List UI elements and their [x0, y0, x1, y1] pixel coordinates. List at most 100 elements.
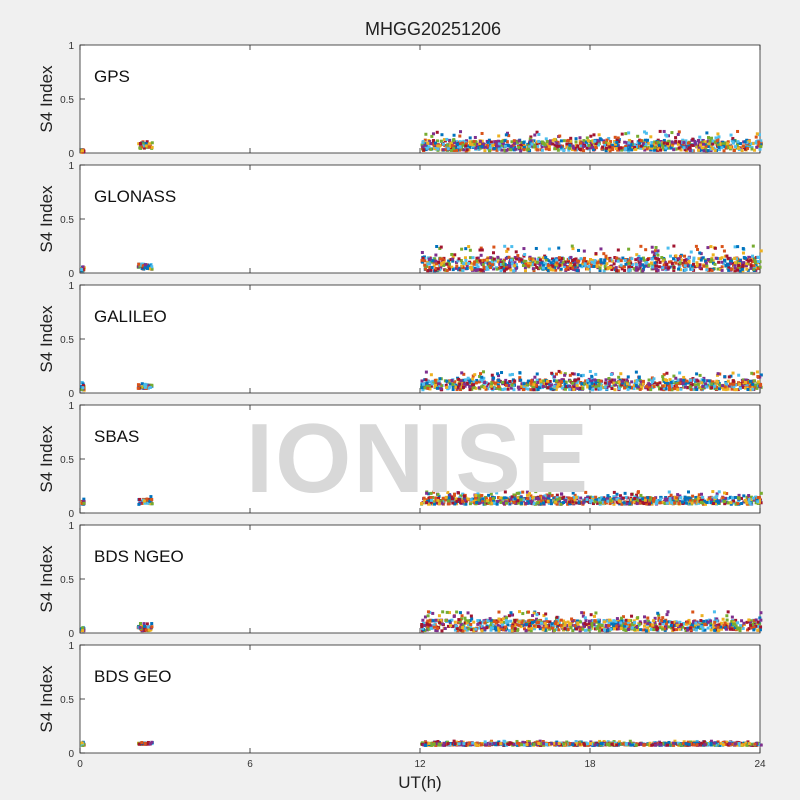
- data-point: [528, 492, 532, 496]
- data-point: [563, 373, 567, 377]
- data-point: [731, 140, 735, 144]
- data-point: [450, 379, 454, 383]
- data-point: [535, 613, 539, 617]
- data-point: [658, 622, 662, 626]
- data-point: [724, 145, 728, 149]
- data-point: [742, 382, 746, 386]
- data-point: [728, 627, 732, 631]
- data-point: [715, 492, 719, 496]
- data-point: [736, 245, 740, 249]
- data-point: [645, 385, 649, 389]
- data-point: [461, 143, 465, 147]
- data-point: [438, 257, 442, 261]
- data-point: [423, 259, 427, 263]
- data-point: [636, 628, 640, 632]
- data-point: [692, 378, 696, 382]
- data-point: [722, 249, 726, 253]
- data-point: [566, 267, 570, 271]
- data-point: [624, 495, 628, 499]
- data-point: [495, 499, 499, 503]
- data-point: [148, 264, 152, 268]
- data-point: [663, 502, 667, 506]
- data-point: [652, 497, 656, 501]
- data-point: [707, 379, 711, 383]
- data-point: [704, 382, 708, 386]
- data-point: [662, 263, 666, 267]
- data-point: [454, 497, 458, 501]
- data-point: [547, 247, 551, 251]
- data-point: [580, 374, 584, 378]
- data-point: [719, 499, 723, 503]
- data-point: [711, 380, 715, 384]
- data-point: [649, 627, 653, 631]
- data-point: [688, 378, 692, 382]
- data-point: [436, 267, 440, 271]
- data-point: [747, 494, 751, 498]
- data-point: [514, 266, 518, 270]
- data-point: [581, 258, 585, 262]
- data-point: [580, 262, 584, 266]
- data-point: [637, 254, 641, 258]
- data-point: [686, 490, 690, 494]
- data-point: [445, 262, 449, 266]
- data-point: [543, 628, 547, 632]
- data-point: [599, 263, 603, 267]
- data-point: [669, 381, 673, 385]
- data-point: [612, 262, 616, 266]
- data-point: [450, 252, 454, 256]
- data-point: [575, 384, 579, 388]
- data-point: [685, 496, 689, 500]
- data-point: [701, 142, 705, 146]
- data-point: [451, 387, 455, 391]
- data-point: [563, 627, 567, 631]
- data-point: [687, 259, 691, 263]
- data-point: [685, 381, 689, 385]
- data-point: [698, 265, 702, 269]
- data-point: [702, 264, 706, 268]
- data-point: [655, 260, 659, 264]
- data-point: [420, 383, 424, 387]
- data-point: [551, 257, 555, 261]
- data-point: [427, 492, 431, 496]
- data-point: [726, 256, 730, 260]
- data-point: [474, 146, 478, 150]
- data-point: [433, 378, 437, 382]
- data-point: [513, 379, 517, 383]
- data-point: [752, 372, 756, 376]
- data-point: [594, 142, 598, 146]
- data-point: [528, 496, 532, 500]
- data-point: [441, 496, 445, 500]
- data-point: [571, 619, 575, 623]
- data-point: [500, 139, 504, 143]
- data-point: [647, 378, 651, 382]
- data-point: [662, 373, 666, 377]
- data-point: [469, 622, 473, 626]
- data-point: [741, 378, 745, 382]
- scatter-points: [80, 610, 763, 633]
- data-point: [739, 624, 743, 628]
- data-point: [563, 263, 567, 267]
- data-point: [526, 500, 530, 504]
- data-point: [577, 248, 581, 252]
- data-point: [714, 624, 718, 628]
- data-point: [736, 496, 740, 500]
- data-point: [509, 381, 513, 385]
- data-point: [710, 268, 714, 272]
- data-point: [467, 148, 471, 152]
- data-point: [626, 387, 630, 391]
- data-point: [478, 259, 482, 263]
- data-point: [554, 372, 558, 376]
- data-point: [441, 142, 445, 146]
- data-point: [661, 375, 665, 379]
- data-point: [612, 495, 616, 499]
- data-point: [506, 381, 510, 385]
- data-point: [708, 139, 712, 143]
- data-point: [517, 387, 521, 391]
- data-point: [674, 136, 678, 140]
- data-point: [455, 146, 459, 150]
- data-point: [710, 386, 714, 390]
- data-point: [480, 493, 484, 497]
- data-point: [448, 382, 452, 386]
- data-point: [516, 623, 520, 627]
